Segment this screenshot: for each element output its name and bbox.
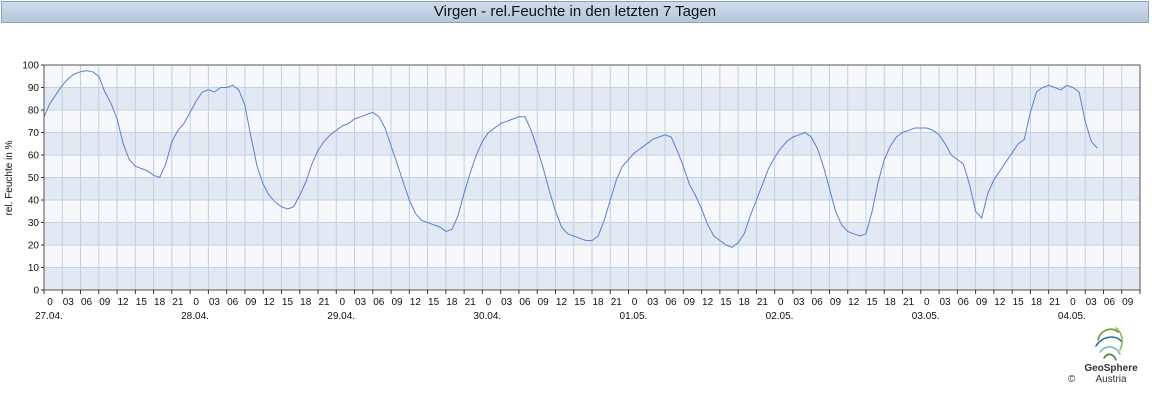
x-day-label: 01.05. bbox=[620, 311, 648, 322]
x-hour-label: 03 bbox=[355, 297, 367, 308]
x-hour-label: 18 bbox=[739, 297, 751, 308]
x-hour-label: 06 bbox=[81, 297, 93, 308]
y-axis-label: rel. Feuchte in % bbox=[4, 140, 15, 215]
x-hour-label: 21 bbox=[465, 297, 477, 308]
x-hour-label: 03 bbox=[63, 297, 75, 308]
x-hour-label: 21 bbox=[757, 297, 769, 308]
x-hour-label: 0 bbox=[486, 297, 492, 308]
x-day-label: 03.05. bbox=[912, 311, 940, 322]
y-tick-label: 10 bbox=[28, 263, 40, 274]
y-axis-ticks: 0 10 20 30 40 50 60 70 80 90 100 bbox=[22, 61, 44, 297]
brand-subtitle: Austria bbox=[1095, 374, 1127, 385]
y-tick-label: 60 bbox=[28, 151, 40, 162]
x-hour-label: 15 bbox=[428, 297, 440, 308]
x-hour-label: 15 bbox=[720, 297, 732, 308]
y-tick-label: 50 bbox=[28, 173, 40, 184]
x-day-label: 02.05. bbox=[766, 311, 794, 322]
x-hour-label: 0 bbox=[632, 297, 638, 308]
x-hour-label: 09 bbox=[684, 297, 696, 308]
x-hour-label: 06 bbox=[373, 297, 385, 308]
x-axis-ticks: 0 03 06 09 12 15 18 21 0 03 06 09 12 15 18 21 0 03 06 09 12 1… bbox=[43, 290, 1141, 308]
chart-title: Virgen - rel.Feuchte in den letzten 7 Ta… bbox=[1, 1, 1149, 23]
x-hour-label: 0 bbox=[778, 297, 784, 308]
x-day-label: 27.04. bbox=[35, 311, 63, 322]
x-hour-label: 0 bbox=[339, 297, 345, 308]
y-tick-label: 20 bbox=[28, 241, 40, 252]
x-hour-label: 18 bbox=[592, 297, 604, 308]
y-tick-label: 30 bbox=[28, 218, 40, 229]
x-hour-label: 12 bbox=[410, 297, 422, 308]
x-hour-label: 15 bbox=[282, 297, 294, 308]
x-hour-label: 09 bbox=[830, 297, 842, 308]
x-hour-label: 0 bbox=[924, 297, 930, 308]
x-hour-label: 15 bbox=[574, 297, 586, 308]
x-hour-label: 15 bbox=[1013, 297, 1025, 308]
x-hour-label: 0 bbox=[193, 297, 199, 308]
copyright-symbol: © bbox=[1068, 374, 1076, 385]
humidity-series-line bbox=[43, 70, 1098, 248]
x-hour-label: 06 bbox=[958, 297, 970, 308]
x-hour-label: 03 bbox=[647, 297, 659, 308]
x-hour-label: 03 bbox=[501, 297, 513, 308]
y-tick-label: 100 bbox=[22, 61, 39, 72]
x-hour-label: 18 bbox=[446, 297, 458, 308]
x-hour-label: 12 bbox=[994, 297, 1006, 308]
x-hour-label: 21 bbox=[172, 297, 184, 308]
x-hour-label: 03 bbox=[1086, 297, 1098, 308]
x-hour-label: 09 bbox=[392, 297, 404, 308]
x-hour-label: 03 bbox=[793, 297, 805, 308]
x-hour-label: 12 bbox=[264, 297, 276, 308]
x-day-label: 30.04. bbox=[473, 311, 501, 322]
x-hour-label: 21 bbox=[611, 297, 623, 308]
x-hour-label: 18 bbox=[300, 297, 312, 308]
y-tick-label: 90 bbox=[28, 83, 40, 94]
x-day-label: 04.05. bbox=[1058, 311, 1086, 322]
y-tick-label: 0 bbox=[33, 286, 39, 297]
x-hour-label: 09 bbox=[245, 297, 257, 308]
x-hour-label: 03 bbox=[940, 297, 952, 308]
y-tick-label: 40 bbox=[28, 196, 40, 207]
gridlines bbox=[43, 64, 1141, 291]
x-hour-label: 21 bbox=[1049, 297, 1061, 308]
brand-name: GeoSphere bbox=[1084, 363, 1138, 374]
x-hour-label: 15 bbox=[136, 297, 148, 308]
x-hour-label: 09 bbox=[538, 297, 550, 308]
x-hour-label: 06 bbox=[519, 297, 531, 308]
geosphere-logo-icon bbox=[1095, 327, 1123, 361]
x-axis-day-labels: 27.04. 28.04. 29.04. 30.04. 01.05. 02.05. 03.0… bbox=[35, 311, 1086, 322]
x-hour-label: 09 bbox=[99, 297, 111, 308]
x-hour-label: 03 bbox=[209, 297, 221, 308]
x-hour-label: 12 bbox=[702, 297, 714, 308]
x-hour-label: 21 bbox=[318, 297, 330, 308]
x-hour-label: 15 bbox=[866, 297, 878, 308]
x-hour-label: 06 bbox=[812, 297, 824, 308]
x-hour-label: 06 bbox=[1104, 297, 1116, 308]
x-hour-label: 06 bbox=[227, 297, 239, 308]
x-hour-label: 0 bbox=[1070, 297, 1076, 308]
y-tick-label: 80 bbox=[28, 106, 40, 117]
x-hour-label: 09 bbox=[976, 297, 988, 308]
x-hour-label: 12 bbox=[848, 297, 860, 308]
x-hour-label: 12 bbox=[556, 297, 568, 308]
x-hour-label: 09 bbox=[1122, 297, 1134, 308]
x-hour-label: 18 bbox=[154, 297, 166, 308]
geosphere-logo bbox=[1072, 322, 1144, 396]
x-hour-label: 18 bbox=[1031, 297, 1043, 308]
x-hour-label: 0 bbox=[47, 297, 53, 308]
x-day-label: 29.04. bbox=[327, 311, 355, 322]
x-day-label: 28.04. bbox=[181, 311, 209, 322]
x-hour-label: 12 bbox=[118, 297, 130, 308]
x-hour-label: 21 bbox=[903, 297, 915, 308]
x-hour-label: 06 bbox=[666, 297, 678, 308]
x-hour-label: 18 bbox=[885, 297, 897, 308]
y-tick-label: 70 bbox=[28, 128, 40, 139]
